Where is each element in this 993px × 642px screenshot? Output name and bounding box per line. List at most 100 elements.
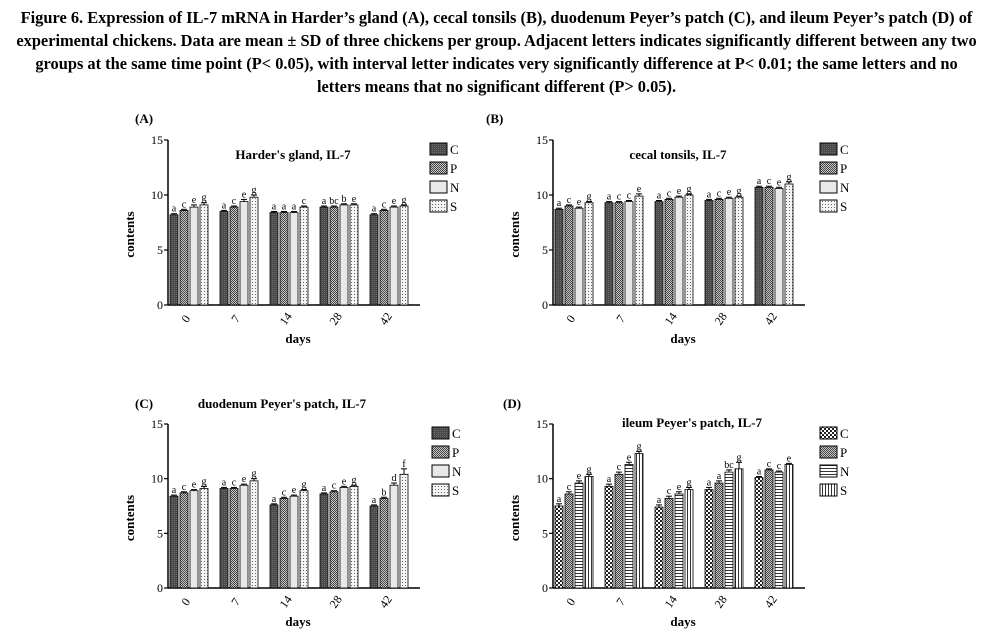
bar-S-28: [349, 204, 359, 306]
x-axis-label: days: [285, 331, 310, 346]
significance-letter: a: [717, 471, 722, 482]
x-tick-label: 14: [662, 593, 680, 611]
legend-swatch-P: [429, 161, 448, 175]
significance-letter: c: [617, 192, 622, 203]
x-tick-label: 0: [563, 312, 578, 325]
legend-swatch-P: [431, 445, 450, 459]
significance-letter: e: [342, 476, 347, 487]
bar-P-42: [764, 469, 774, 589]
significance-letter: e: [242, 189, 247, 200]
significance-letter: c: [567, 195, 572, 206]
significance-letter: a: [282, 202, 287, 213]
bar-N-42: [389, 484, 399, 589]
y-tick-label: 15: [151, 133, 163, 147]
significance-letter: a: [172, 485, 177, 496]
bar-S-28: [349, 485, 359, 589]
panel-label: (C): [135, 396, 153, 411]
legend-swatch-S: [429, 199, 448, 213]
significance-letter: g: [587, 192, 592, 203]
legend-label-C: C: [452, 426, 461, 441]
bar-C-0: [169, 495, 179, 589]
bar-C-14: [269, 212, 279, 306]
bar-N-0: [574, 482, 584, 589]
bar-C-42: [754, 186, 764, 306]
bar-P-0: [179, 492, 189, 589]
bar-C-28: [319, 206, 329, 306]
x-tick-label: 7: [613, 595, 628, 608]
bar-P-28: [714, 198, 724, 306]
x-tick-label: 42: [377, 593, 395, 611]
bar-S-14: [299, 490, 309, 589]
bar-N-0: [189, 206, 199, 306]
legend-swatch-N: [429, 180, 448, 194]
significance-letter: a: [272, 494, 277, 505]
significance-letter: e: [677, 186, 682, 197]
significance-letter: bc: [724, 460, 734, 471]
bar-C-42: [369, 214, 379, 306]
significance-letter: e: [637, 184, 642, 195]
bar-S-7: [634, 195, 644, 306]
significance-letter: e: [192, 195, 197, 206]
bar-N-14: [674, 196, 684, 306]
legend-label-C: C: [840, 426, 849, 441]
y-tick-label: 0: [542, 298, 548, 312]
bar-P-42: [379, 209, 389, 306]
significance-letter: c: [382, 199, 387, 210]
bar-P-14: [279, 497, 289, 589]
panel-label: (B): [486, 111, 503, 126]
significance-letter: c: [767, 176, 772, 187]
legend-swatch-S: [431, 483, 450, 497]
x-tick-label: 14: [277, 593, 295, 611]
bar-N-14: [289, 212, 299, 306]
x-axis-label: days: [670, 614, 695, 629]
bar-S-14: [684, 489, 694, 589]
significance-letter: a: [607, 192, 612, 203]
bar-S-0: [199, 488, 209, 589]
significance-letter: a: [657, 191, 662, 202]
x-tick-label: 14: [662, 310, 680, 328]
significance-letter: a: [222, 200, 227, 211]
legend-label-C: C: [450, 142, 459, 157]
x-tick-label: 42: [762, 593, 780, 611]
significance-letter: g: [202, 476, 207, 487]
significance-letter: a: [607, 474, 612, 485]
chart-panel-2: 0 5 10 15 (C) duodenum Peyer's patch, IL-7 day…: [122, 396, 462, 629]
significance-letter: c: [332, 481, 337, 492]
bar-C-7: [219, 211, 229, 306]
bar-C-0: [169, 214, 179, 306]
significance-letter: e: [577, 471, 582, 482]
bar-N-28: [339, 204, 349, 306]
significance-letter: e: [677, 482, 682, 493]
significance-letter: g: [787, 172, 792, 183]
significance-letter: a: [322, 483, 327, 494]
bar-C-28: [704, 489, 714, 589]
bar-C-0: [554, 505, 564, 589]
significance-letter: g: [587, 464, 592, 475]
bar-P-28: [329, 491, 339, 589]
bar-S-28: [734, 196, 744, 306]
figure-caption: Figure 6. Expression of IL-7 mRNA in Har…: [16, 8, 977, 96]
legend-label-S: S: [452, 483, 459, 498]
bar-C-42: [369, 505, 379, 589]
significance-letter: a: [272, 202, 277, 213]
legend-swatch-N: [819, 464, 838, 478]
chart-title: ileum Peyer's patch, IL-7: [622, 415, 763, 430]
y-axis-label: contents: [507, 211, 522, 257]
bar-P-14: [664, 198, 674, 306]
significance-letter: g: [402, 195, 407, 206]
x-tick-label: 0: [178, 595, 193, 608]
bar-N-14: [674, 493, 684, 589]
bar-P-14: [279, 212, 289, 306]
y-tick-label: 5: [157, 526, 163, 540]
legend-label-S: S: [840, 199, 847, 214]
bar-P-7: [229, 206, 239, 306]
y-tick-label: 10: [536, 472, 548, 486]
bar-P-14: [664, 497, 674, 589]
chart-title: duodenum Peyer's patch, IL-7: [198, 396, 367, 411]
chart-title: Harder's gland, IL-7: [235, 147, 351, 162]
x-tick-label: 0: [563, 595, 578, 608]
significance-letter: e: [292, 485, 297, 496]
x-tick-label: 28: [327, 310, 345, 328]
panel-label: (D): [503, 396, 521, 411]
significance-letter: a: [557, 198, 562, 209]
